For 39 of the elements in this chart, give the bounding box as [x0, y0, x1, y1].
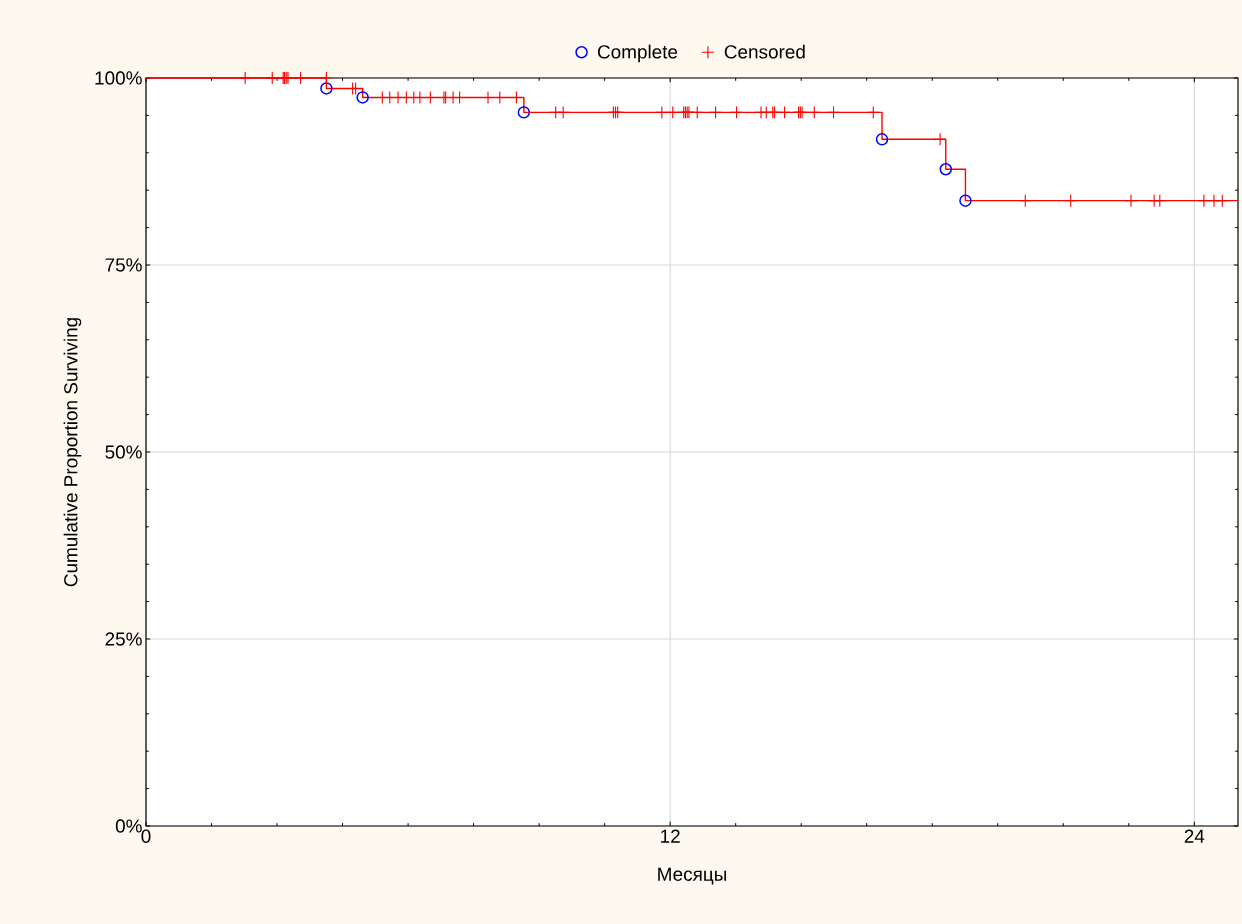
point — [875, 133, 889, 146]
point — [517, 106, 531, 119]
point — [709, 105, 723, 119]
point — [933, 132, 947, 146]
y-tick-label: 50% — [105, 445, 142, 459]
x-tick-label: 0 — [141, 829, 151, 843]
point — [807, 105, 821, 119]
point — [666, 105, 680, 119]
point — [866, 105, 880, 119]
point — [294, 71, 308, 85]
point — [778, 105, 792, 119]
point — [1018, 194, 1032, 208]
point — [939, 163, 953, 176]
point — [1215, 194, 1229, 208]
point — [265, 71, 279, 85]
point — [556, 105, 570, 119]
y-tick-label: 0% — [115, 819, 142, 833]
point — [356, 91, 369, 104]
point — [655, 105, 669, 119]
point — [238, 71, 252, 85]
point — [959, 194, 972, 207]
x-axis-title: Месяцы — [658, 867, 727, 885]
point — [320, 82, 333, 95]
point — [1124, 194, 1138, 208]
point — [690, 105, 704, 119]
point — [730, 105, 744, 119]
point — [1197, 194, 1211, 208]
x-tick-label: 24 — [1184, 829, 1205, 843]
y-axis-title: Cumulative Proportion Surviving — [63, 318, 82, 587]
point — [1153, 194, 1167, 208]
point — [1064, 194, 1078, 208]
point — [826, 105, 841, 119]
legend-label: Complete — [597, 44, 678, 63]
y-tick-label: 75% — [105, 258, 142, 272]
legend-label: Censored — [724, 44, 805, 59]
x-tick-label: 12 — [661, 829, 680, 843]
point — [319, 71, 333, 85]
y-tick-label: 100% — [95, 71, 142, 85]
y-tick-label: 25% — [105, 632, 142, 646]
